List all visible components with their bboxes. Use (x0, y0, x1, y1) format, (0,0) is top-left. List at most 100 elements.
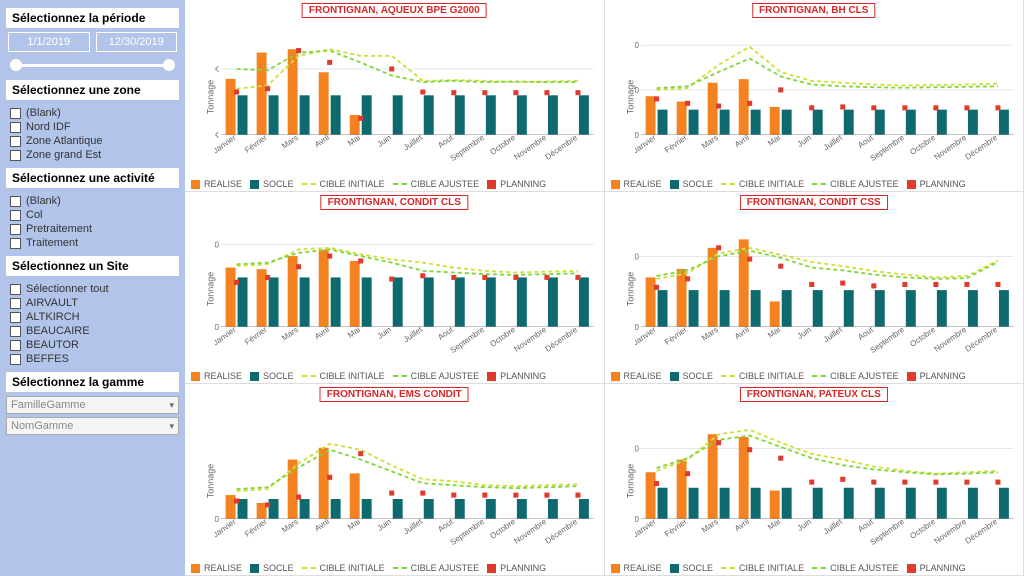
checkbox-icon (10, 326, 21, 337)
svg-text:Avril: Avril (313, 517, 331, 533)
svg-text:Juillet: Juillet (821, 517, 844, 537)
svg-text:Aout: Aout (856, 133, 875, 150)
zone-item[interactable]: Nord IDF (10, 120, 175, 134)
chart-title: FRONTIGNAN, AQUEUX BPE G2000 (302, 3, 487, 18)
svg-text:1K: 1K (215, 65, 220, 74)
svg-text:Juillet: Juillet (402, 517, 425, 537)
svg-text:Avril: Avril (732, 517, 750, 533)
chart-panel: FRONTIGNAN, EMS CONDITTonnage0JanvierFév… (185, 384, 605, 576)
svg-text:Mars: Mars (280, 325, 300, 343)
site-item[interactable]: BEFFES (10, 352, 175, 366)
svg-text:Février: Février (663, 133, 689, 155)
svg-text:500: 500 (635, 252, 640, 261)
checkbox-icon (10, 312, 21, 323)
zone-item[interactable]: Zone grand Est (10, 148, 175, 162)
svg-text:0: 0 (215, 515, 220, 524)
svg-text:Mars: Mars (699, 517, 719, 535)
date-from-input[interactable]: 1/1/2019 (8, 32, 90, 52)
svg-text:Novembre: Novembre (512, 517, 548, 546)
y-axis-label: Tonnage (205, 271, 215, 306)
svg-text:Novembre: Novembre (932, 517, 968, 546)
svg-text:0: 0 (215, 323, 220, 332)
activite-list: (Blank)ColPretraitementTraitement (6, 192, 179, 252)
site-list: Sélectionner toutAIRVAULT ALTKIRCH BEAUCAI… (6, 280, 179, 368)
checkbox-label: BEAUCAIRE (26, 325, 90, 337)
site-item[interactable]: Sélectionner tout (10, 282, 175, 296)
famille-gamme-select[interactable]: FamilleGamme▾ (6, 396, 179, 414)
site-item[interactable]: BEAUCAIRE (10, 324, 175, 338)
gamme-header: Sélectionnez la gamme (6, 372, 179, 392)
checkbox-icon (10, 284, 21, 295)
svg-text:Avril: Avril (313, 325, 331, 341)
zone-item[interactable]: (Blank) (10, 106, 175, 120)
svg-text:Mars: Mars (280, 517, 300, 535)
chevron-down-icon: ▾ (169, 400, 174, 411)
svg-text:Juin: Juin (376, 133, 393, 149)
checkbox-icon (10, 108, 21, 119)
period-slider[interactable] (10, 56, 175, 74)
svg-text:Septembre: Septembre (868, 133, 906, 163)
chart-legend: REALISESOCLECIBLE INITIALECIBLE AJUSTEEP… (191, 179, 598, 189)
site-item[interactable]: AIRVAULT (10, 296, 175, 310)
svg-text:Avril: Avril (732, 325, 750, 341)
checkbox-icon (10, 122, 21, 133)
svg-text:Juin: Juin (376, 325, 393, 341)
y-axis-label: Tonnage (625, 79, 635, 114)
checkbox-icon (10, 150, 21, 161)
zone-item[interactable]: Zone Atlantique (10, 134, 175, 148)
chart-panel: FRONTIGNAN, CONDIT CSSTonnage0500Janvier… (605, 192, 1024, 384)
zone-list: (Blank)Nord IDFZone AtlantiqueZone grand… (6, 104, 179, 164)
chevron-down-icon: ▾ (169, 421, 174, 432)
svg-text:Mai: Mai (346, 133, 362, 148)
checkbox-label: (Blank) (26, 107, 61, 119)
svg-text:Décembre: Décembre (544, 325, 580, 354)
svg-text:500: 500 (215, 241, 220, 250)
svg-text:Juillet: Juillet (821, 133, 844, 153)
checkbox-icon (10, 196, 21, 207)
checkbox-label: BEAUTOR (26, 339, 79, 351)
svg-text:Mai: Mai (346, 325, 362, 340)
period-header: Sélectionnez la période (6, 8, 179, 28)
y-axis-label: Tonnage (625, 271, 635, 306)
svg-text:Février: Février (243, 325, 269, 347)
svg-text:Juin: Juin (795, 325, 812, 341)
svg-text:Aout: Aout (436, 325, 455, 342)
svg-text:Septembre: Septembre (868, 517, 906, 547)
checkbox-icon (10, 354, 21, 365)
checkbox-label: BEFFES (26, 353, 69, 365)
svg-text:0: 0 (635, 131, 640, 140)
checkbox-label: AIRVAULT (26, 297, 78, 309)
svg-text:Avril: Avril (313, 133, 331, 149)
chart-title: FRONTIGNAN, CONDIT CSS (740, 195, 888, 210)
activite-header: Sélectionnez une activité (6, 168, 179, 188)
date-to-input[interactable]: 12/30/2019 (96, 32, 178, 52)
svg-text:Février: Février (663, 517, 689, 539)
activite-item[interactable]: Col (10, 208, 175, 222)
chart-legend: REALISESOCLECIBLE INITIALECIBLE AJUSTEEP… (191, 371, 598, 381)
chart-panel: FRONTIGNAN, BH CLSTonnage05001000Janvier… (605, 0, 1024, 192)
checkbox-label: Col (26, 209, 43, 221)
svg-text:Septembre: Septembre (449, 133, 487, 163)
svg-text:Juin: Juin (795, 517, 812, 533)
activite-item[interactable]: Traitement (10, 236, 175, 250)
site-item[interactable]: BEAUTOR (10, 338, 175, 352)
svg-text:Novembre: Novembre (512, 133, 548, 162)
svg-text:Juin: Juin (376, 517, 393, 533)
chart-legend: REALISESOCLECIBLE INITIALECIBLE AJUSTEEP… (611, 371, 1018, 381)
svg-text:Septembre: Septembre (449, 517, 487, 547)
svg-text:Aout: Aout (856, 325, 875, 342)
svg-text:Aout: Aout (436, 133, 455, 150)
svg-text:Aout: Aout (856, 517, 875, 534)
nom-gamme-select[interactable]: NomGamme▾ (6, 417, 179, 435)
site-item[interactable]: ALTKIRCH (10, 310, 175, 324)
chart-area: Tonnage0500JanvierFévrierMarsAvrilMaiJui… (635, 402, 1018, 559)
checkbox-label: ALTKIRCH (26, 311, 80, 323)
svg-text:Décembre: Décembre (963, 325, 999, 354)
svg-text:Février: Février (243, 133, 269, 155)
chart-panel: FRONTIGNAN, AQUEUX BPE G2000Tonnage0K1KJ… (185, 0, 605, 192)
svg-text:Mai: Mai (766, 133, 782, 148)
activite-item[interactable]: (Blank) (10, 194, 175, 208)
svg-text:0K: 0K (215, 131, 220, 140)
activite-item[interactable]: Pretraitement (10, 222, 175, 236)
chart-title: FRONTIGNAN, PATEUX CLS (740, 387, 888, 402)
